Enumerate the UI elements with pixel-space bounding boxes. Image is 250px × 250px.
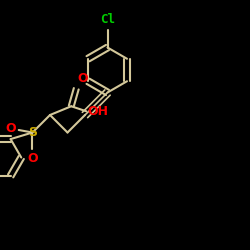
Text: Cl: Cl [100,13,115,26]
Text: O: O [27,152,38,166]
Text: OH: OH [88,105,108,118]
Text: S: S [28,126,37,139]
Text: O: O [6,122,16,135]
Text: O: O [78,72,88,85]
